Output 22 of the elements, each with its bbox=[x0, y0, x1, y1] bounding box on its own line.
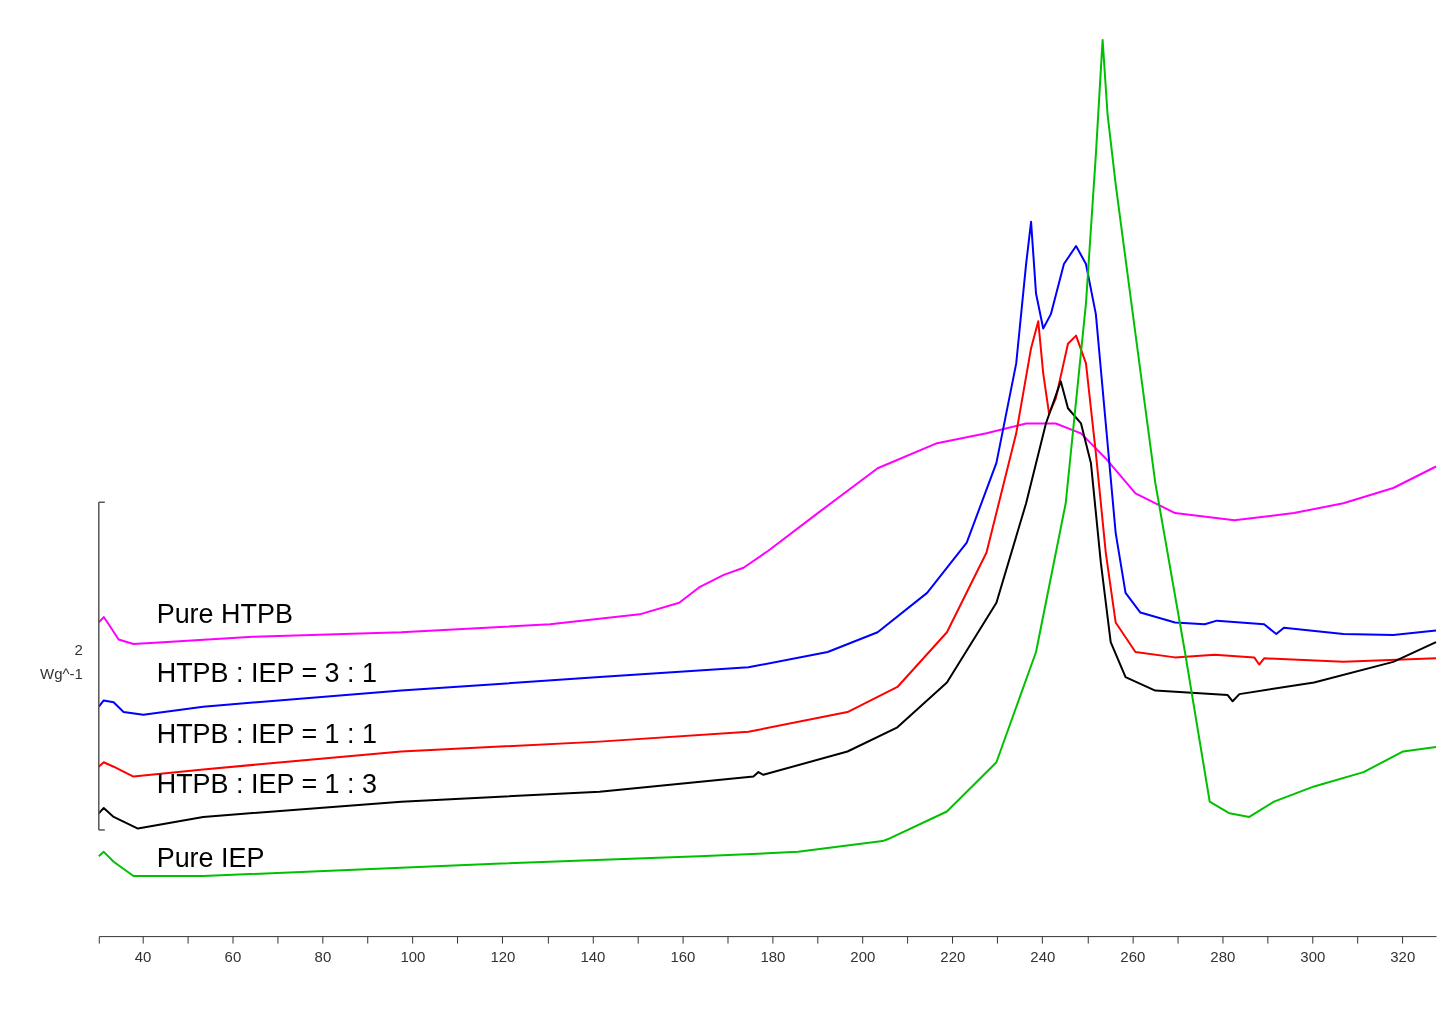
x-tick-label: 260 bbox=[1120, 947, 1146, 965]
x-tick-label: 200 bbox=[850, 947, 876, 965]
x-tick-label: 220 bbox=[940, 947, 966, 965]
text: 2 bbox=[74, 640, 83, 658]
x-tick-label: 140 bbox=[580, 947, 606, 965]
x-tick-label: 80 bbox=[314, 947, 332, 965]
x-tick-label: 40 bbox=[134, 947, 152, 965]
x-tick-label: 160 bbox=[670, 947, 696, 965]
series-label: Pure IEP bbox=[156, 843, 265, 874]
series-label: HTPB : IEP = 1 : 3 bbox=[156, 768, 378, 799]
series-label: HTPB : IEP = 3 : 1 bbox=[156, 657, 378, 688]
x-tick-label: 100 bbox=[400, 947, 426, 965]
x-tick-label: 300 bbox=[1300, 947, 1326, 965]
x-tick-label: 180 bbox=[760, 947, 786, 965]
text: Wg^-1 bbox=[40, 664, 83, 682]
x-tick-label: 240 bbox=[1030, 947, 1056, 965]
x-tick-label: 280 bbox=[1210, 947, 1236, 965]
series-label: Pure HTPB bbox=[156, 599, 293, 630]
x-tick-label: 60 bbox=[224, 947, 242, 965]
x-tick-label: 320 bbox=[1390, 947, 1416, 965]
series-label: HTPB : IEP = 1 : 1 bbox=[156, 718, 378, 749]
x-tick-label: 120 bbox=[490, 947, 516, 965]
